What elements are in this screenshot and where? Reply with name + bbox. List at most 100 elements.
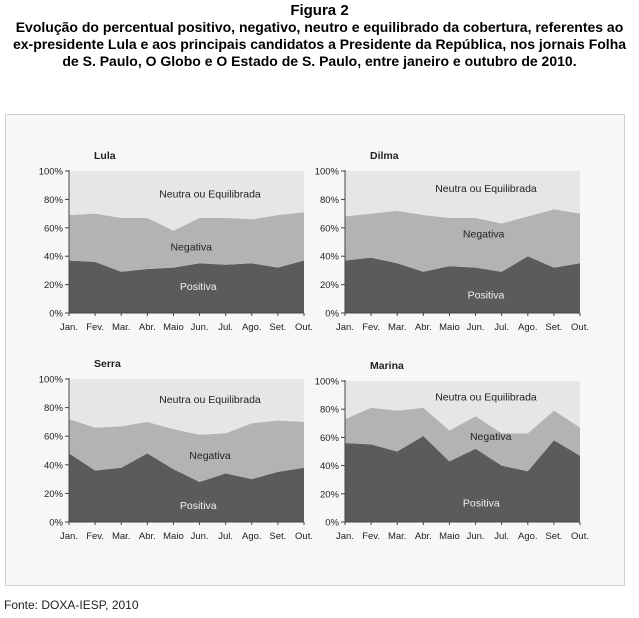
x-tick-label: Out. <box>571 322 589 333</box>
series-label: Negativa <box>470 431 512 443</box>
area-positiva <box>69 260 304 313</box>
x-tick-label: Jun. <box>467 322 485 333</box>
x-tick-label: Set. <box>545 531 562 542</box>
area-neutra-ou-equilibrada <box>345 381 580 434</box>
x-tick-label: Jun. <box>191 322 209 333</box>
chart-panel-serra: 0% 20% 40% 60% 80% 100% Jan. Fev. Mar. Abr. Maio Ju… <box>39 358 313 542</box>
x-tick-label: Set. <box>545 322 562 333</box>
area-negativa <box>345 407 580 472</box>
x-tick-label: Jul. <box>494 531 509 542</box>
figure-header: Figura 2 Evolução do percentual positivo… <box>0 2 639 70</box>
y-tick-label: 0% <box>325 309 339 320</box>
series-label: Positiva <box>468 290 505 302</box>
y-tick-label: 100% <box>315 377 340 388</box>
y-tick-label: 20% <box>320 280 340 291</box>
y-tick-label: 20% <box>320 489 340 500</box>
y-tick-label: 40% <box>44 460 64 471</box>
x-tick-label: Jan. <box>60 531 78 542</box>
y-tick-label: 40% <box>44 252 64 263</box>
y-tick-label: 60% <box>320 433 340 444</box>
series-label: Neutra ou Equilibrada <box>159 189 261 201</box>
series-label: Neutra ou Equilibrada <box>159 394 261 406</box>
panel-title: Lula <box>94 150 116 162</box>
y-tick-label: 80% <box>320 195 340 206</box>
x-tick-label: Fev. <box>86 531 104 542</box>
chart-panel-lula: 0% 20% 40% 60% 80% 100% Jan. Fev. Mar. Abr. Maio Ju… <box>39 150 313 333</box>
panel-title: Serra <box>94 358 121 370</box>
panel-title: Dilma <box>370 150 399 162</box>
x-tick-label: Maio <box>163 322 184 333</box>
x-tick-label: Out. <box>571 531 589 542</box>
chart-panel-dilma: 0% 20% 40% 60% 80% 100% Jan. Fev. Mar. Abr. Maio Ju… <box>315 150 589 333</box>
x-tick-label: Set. <box>269 322 286 333</box>
x-tick-label: Mar. <box>112 531 130 542</box>
area-negativa <box>69 419 304 482</box>
x-tick-label: Mar. <box>388 322 406 333</box>
area-neutra-ou-equilibrada <box>69 171 304 231</box>
y-tick-label: 40% <box>320 461 340 472</box>
y-tick-label: 60% <box>44 432 64 443</box>
x-tick-label: Jul. <box>494 322 509 333</box>
series-label: Neutra ou Equilibrada <box>435 392 537 404</box>
y-tick-label: 40% <box>320 252 340 263</box>
x-tick-label: Jan. <box>336 322 354 333</box>
x-tick-label: Maio <box>439 531 460 542</box>
area-positiva <box>345 436 580 522</box>
x-tick-label: Mar. <box>388 531 406 542</box>
y-tick-label: 0% <box>49 309 63 320</box>
x-tick-label: Out. <box>295 322 313 333</box>
area-neutra-ou-equilibrada <box>69 379 304 435</box>
source-note: Fonte: DOXA-IESP, 2010 <box>4 598 139 612</box>
x-tick-label: Jan. <box>60 322 78 333</box>
x-tick-label: Jun. <box>467 531 485 542</box>
y-tick-label: 20% <box>44 280 64 291</box>
y-tick-label: 100% <box>39 167 64 178</box>
x-tick-label: Jun. <box>191 531 209 542</box>
x-tick-label: Ago. <box>242 531 262 542</box>
area-negativa <box>345 209 580 272</box>
area-positiva <box>345 256 580 313</box>
x-tick-label: Abr. <box>139 322 156 333</box>
y-tick-label: 100% <box>315 167 340 178</box>
figure-label: Figura 2 <box>290 2 349 19</box>
x-tick-label: Abr. <box>139 531 156 542</box>
x-tick-label: Jan. <box>336 531 354 542</box>
series-label: Positiva <box>180 281 217 293</box>
y-tick-label: 100% <box>39 375 64 386</box>
y-tick-label: 60% <box>44 223 64 234</box>
y-tick-label: 0% <box>49 518 63 529</box>
x-tick-label: Ago. <box>518 322 538 333</box>
x-tick-label: Out. <box>295 531 313 542</box>
y-tick-label: 80% <box>44 403 64 414</box>
area-neutra-ou-equilibrada <box>345 171 580 224</box>
x-tick-label: Fev. <box>362 531 380 542</box>
x-tick-label: Fev. <box>362 322 380 333</box>
panel-title: Marina <box>370 360 404 372</box>
x-tick-label: Jul. <box>218 531 233 542</box>
x-tick-label: Fev. <box>86 322 104 333</box>
charts-svg: 0% 20% 40% 60% 80% 100% Jan. Fev. Mar. Abr. Maio Ju… <box>39 150 589 542</box>
y-tick-label: 80% <box>44 195 64 206</box>
x-tick-label: Set. <box>269 531 286 542</box>
series-label: Positiva <box>463 497 500 509</box>
x-tick-label: Ago. <box>518 531 538 542</box>
x-tick-label: Abr. <box>415 322 432 333</box>
x-tick-label: Mar. <box>112 322 130 333</box>
series-label: Neutra ou Equilibrada <box>435 183 537 195</box>
area-positiva <box>69 453 304 522</box>
y-tick-label: 0% <box>325 518 339 529</box>
series-label: Negativa <box>463 228 505 240</box>
series-label: Negativa <box>189 450 231 462</box>
x-tick-label: Maio <box>439 322 460 333</box>
series-label: Negativa <box>170 241 212 253</box>
chart-frame: 0% 20% 40% 60% 80% 100% Jan. Fev. Mar. Abr. Maio Ju… <box>5 114 625 586</box>
area-negativa <box>69 212 304 272</box>
y-tick-label: 80% <box>320 405 340 416</box>
series-label: Positiva <box>180 500 217 512</box>
y-tick-label: 20% <box>44 489 64 500</box>
x-tick-label: Maio <box>163 531 184 542</box>
x-tick-label: Ago. <box>242 322 262 333</box>
chart-panel-marina: 0% 20% 40% 60% 80% 100% Jan. Fev. Mar. Abr. Maio Ju… <box>315 360 589 542</box>
figure-title: Evolução do percentual positivo, negativ… <box>12 19 627 69</box>
x-tick-label: Abr. <box>415 531 432 542</box>
